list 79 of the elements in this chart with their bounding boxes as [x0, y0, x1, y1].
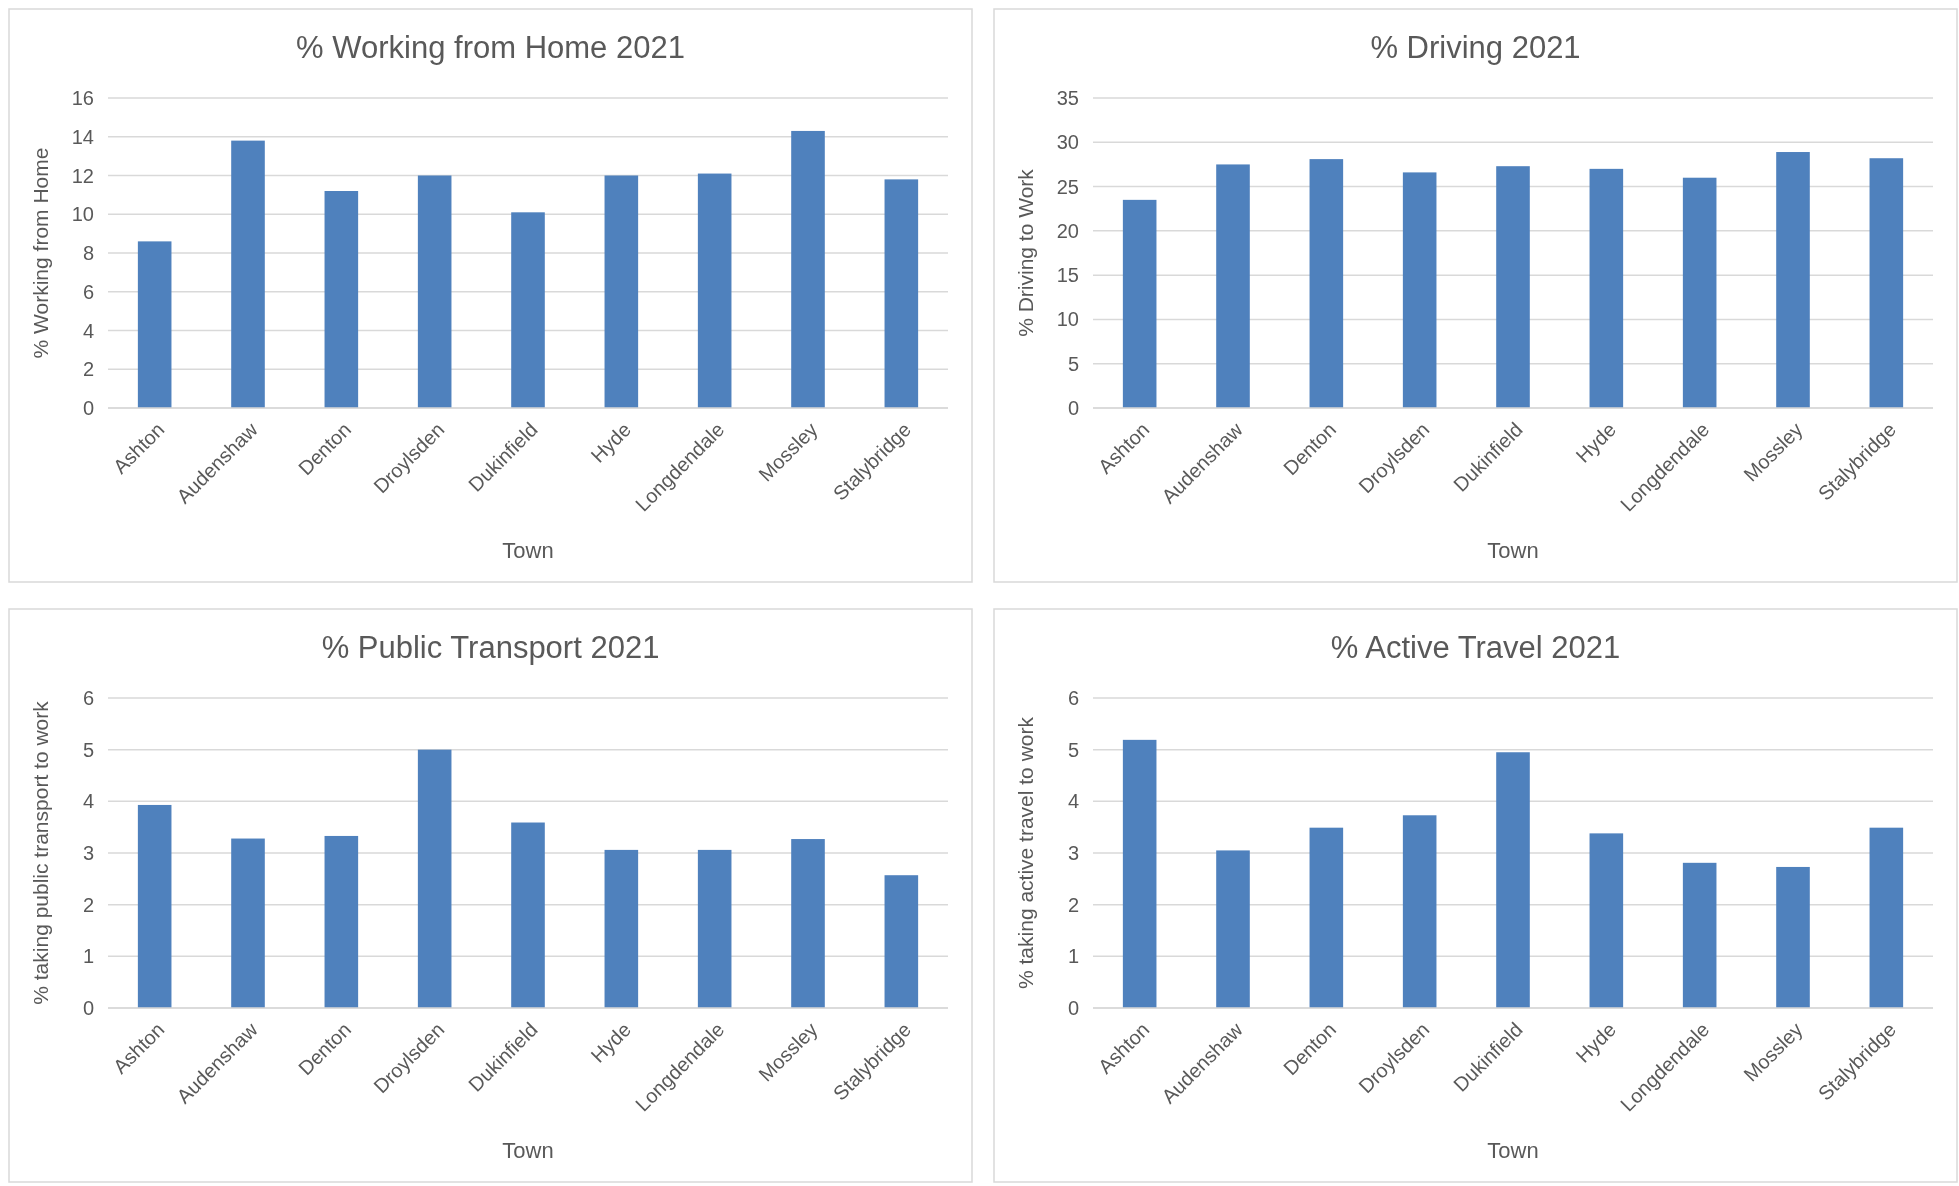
bar: [1309, 159, 1344, 408]
y-tick-label: 2: [1067, 893, 1079, 916]
bar: [1216, 164, 1250, 408]
bar: [884, 875, 919, 1008]
bar: [604, 175, 639, 408]
x-axis-title: Town: [502, 1138, 554, 1163]
x-axis-title: Town: [502, 538, 554, 563]
y-tick-label: 10: [71, 203, 94, 226]
bar: [884, 179, 919, 408]
bar: [324, 835, 359, 1008]
y-tick-label: 20: [1056, 219, 1079, 242]
bar: [324, 191, 359, 408]
bar: [791, 130, 825, 408]
y-tick-label: 25: [1056, 175, 1079, 198]
bar: [231, 140, 265, 408]
bar: [1776, 152, 1810, 408]
bar: [1776, 866, 1810, 1008]
bar: [1496, 752, 1530, 1008]
y-tick-label: 8: [82, 242, 94, 264]
bar: [1589, 168, 1624, 408]
bar: [1122, 739, 1157, 1008]
y-tick-label: 30: [1056, 131, 1079, 154]
chart-title: % Public Transport 2021: [321, 630, 660, 665]
bar: [791, 839, 825, 1008]
y-tick-label: 16: [71, 87, 94, 109]
bar: [1869, 827, 1904, 1008]
bar: [1122, 199, 1157, 408]
bar: [1496, 166, 1530, 408]
y-tick-label: 0: [1067, 997, 1079, 1019]
y-tick-label: 5: [1067, 738, 1079, 761]
y-axis-title: % Working from Home: [29, 147, 52, 359]
bar: [511, 212, 545, 408]
bar: [697, 173, 732, 408]
y-tick-label: 3: [1067, 842, 1079, 864]
y-tick-label: 5: [1067, 352, 1079, 375]
bar: [1682, 862, 1717, 1008]
y-tick-label: 0: [82, 397, 94, 419]
x-axis-title: Town: [1487, 1138, 1539, 1163]
bar: [697, 849, 732, 1008]
bar: [511, 822, 545, 1008]
bar: [1682, 177, 1717, 408]
y-tick-label: 4: [82, 319, 94, 342]
chart-title: % Driving 2021: [1370, 30, 1581, 65]
bar: [1402, 815, 1437, 1008]
y-tick-label: 1: [1067, 945, 1079, 968]
y-tick-label: 6: [82, 687, 94, 709]
y-tick-label: 14: [71, 125, 94, 148]
y-axis-title: % Driving to Work: [1014, 168, 1037, 337]
y-tick-label: 35: [1056, 87, 1079, 109]
bar: [1309, 827, 1344, 1008]
bar: [231, 838, 265, 1008]
y-tick-label: 12: [71, 164, 94, 187]
bar: [137, 241, 172, 408]
chart-title: % Working from Home 2021: [296, 30, 685, 65]
bar: [1869, 158, 1904, 408]
chart-title: % Active Travel 2021: [1330, 630, 1621, 665]
y-tick-label: 4: [82, 790, 94, 813]
y-tick-label: 2: [82, 893, 94, 916]
y-tick-label: 6: [1067, 687, 1079, 709]
y-tick-label: 0: [82, 997, 94, 1019]
y-axis-title: % taking public transport to work: [29, 700, 52, 1005]
y-tick-label: 5: [82, 738, 94, 761]
y-tick-label: 10: [1056, 308, 1079, 331]
y-axis-title: % taking active travel to work: [1014, 716, 1037, 989]
bar: [604, 849, 639, 1008]
bar: [1589, 833, 1624, 1008]
bar: [137, 804, 172, 1008]
bar: [417, 175, 452, 408]
y-tick-label: 1: [82, 945, 94, 968]
bar: [1402, 172, 1437, 408]
bar: [417, 749, 452, 1008]
y-tick-label: 3: [82, 842, 94, 864]
y-tick-label: 15: [1056, 264, 1079, 287]
y-tick-label: 6: [82, 280, 94, 303]
x-axis-title: Town: [1487, 538, 1539, 563]
y-tick-label: 2: [82, 358, 94, 381]
y-tick-label: 0: [1067, 397, 1079, 419]
y-tick-label: 4: [1067, 790, 1079, 813]
bar: [1216, 850, 1250, 1008]
